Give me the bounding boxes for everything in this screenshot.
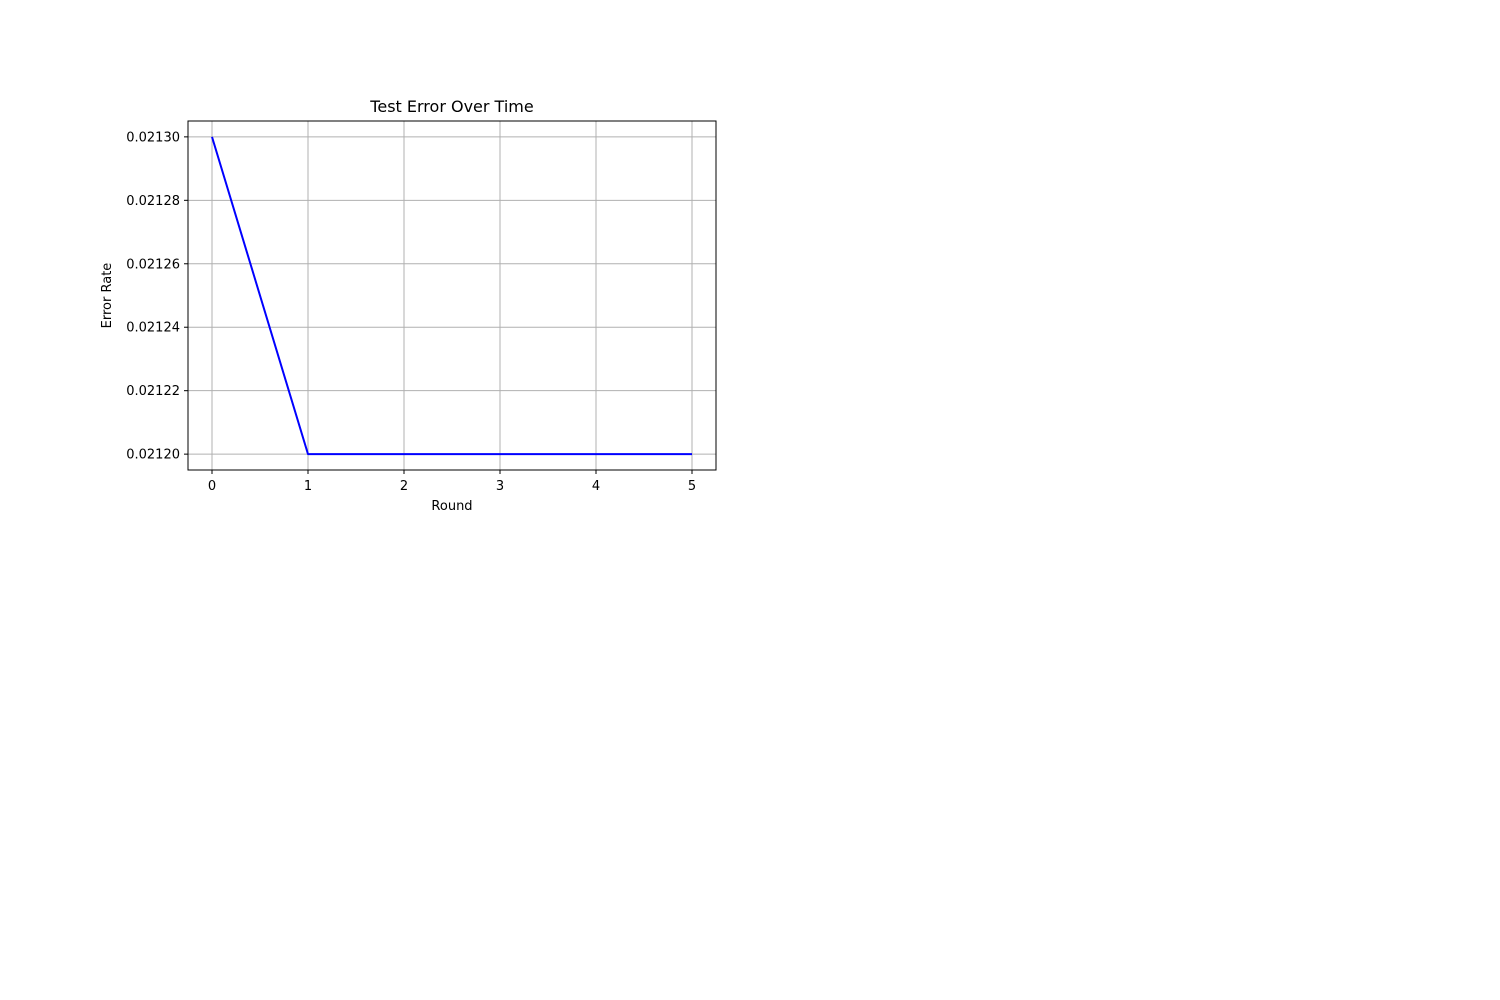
- chart-title: Test Error Over Time: [369, 97, 533, 116]
- y-tick-label: 0.02126: [126, 257, 180, 272]
- y-tick-label: 0.02128: [126, 194, 180, 209]
- y-tick-label: 0.02122: [126, 384, 180, 399]
- x-tick-label: 2: [400, 479, 408, 494]
- x-axis-ticks: 0 1 2 3 4 5: [208, 470, 696, 494]
- x-tick-label: 0: [208, 479, 216, 494]
- y-axis-ticks: 0.02120 0.02122 0.02124 0.02126 0.02128 0.021…: [126, 130, 188, 463]
- x-tick-label: 5: [688, 479, 696, 494]
- y-tick-label: 0.02120: [126, 448, 180, 463]
- series-line: [211, 136, 692, 456]
- grid-lines: [188, 121, 716, 470]
- y-tick-label: 0.02130: [126, 130, 180, 145]
- x-axis-label: Round: [431, 499, 472, 514]
- y-axis-label: Error Rate: [100, 263, 115, 329]
- y-tick-label: 0.02124: [126, 321, 180, 336]
- x-tick-label: 3: [496, 479, 504, 494]
- x-tick-label: 4: [592, 479, 600, 494]
- plot-frame: [187, 120, 717, 471]
- x-tick-label: 1: [304, 479, 312, 494]
- series-lines: [211, 136, 692, 456]
